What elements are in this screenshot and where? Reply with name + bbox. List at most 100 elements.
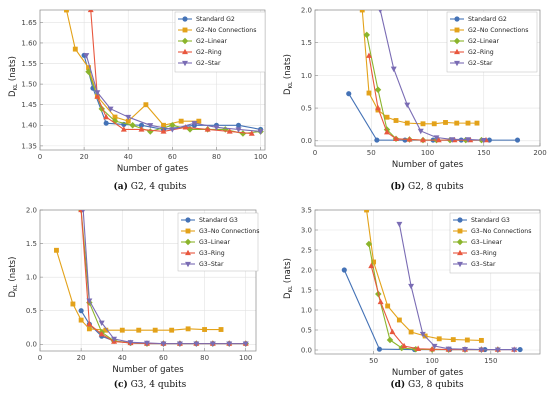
data-point-linear	[363, 31, 370, 39]
data-point-no-connections	[70, 301, 76, 307]
data-point-no-connections	[103, 327, 109, 333]
legend-entry: G3–No Connections	[471, 228, 531, 235]
y-tick-label: 1.5	[301, 286, 312, 294]
y-tick-label: 1.0	[301, 306, 312, 314]
legend-box	[449, 212, 541, 274]
data-point-standard	[517, 347, 523, 353]
legend-entry: G2–No Connections	[196, 27, 256, 34]
data-point-ring	[248, 130, 255, 136]
data-point-star	[125, 114, 132, 121]
data-point-star	[257, 129, 264, 135]
legend-entry: Standard G2	[196, 16, 235, 23]
panel-c: 0 20 40 60 80 100 0.0 0.5 1.0 1.5 2.0 Number of gat…	[8, 206, 259, 390]
data-point-ring	[204, 126, 211, 132]
x-tick-label: 50	[369, 357, 378, 365]
data-point-no-connections	[112, 114, 118, 120]
legend-entry: G3–No Connections	[199, 228, 259, 235]
data-point-linear	[129, 122, 136, 129]
legend: Standard G2 G2–No Connections G2–Linear G2–…	[174, 11, 266, 73]
data-point-no-connections	[366, 90, 372, 96]
data-point-standard	[376, 346, 383, 352]
data-point-no-connections	[196, 118, 202, 124]
x-tick-label: 150	[477, 149, 490, 157]
x-axis-label: Number of gates	[392, 160, 464, 170]
legend: Standard G2 G2–No Connections G2–Linear G2–…	[446, 11, 538, 73]
data-point-star	[419, 331, 426, 338]
x-tick-label: 150	[484, 357, 497, 365]
x-tick-label: 100	[426, 357, 439, 365]
data-point-ring	[87, 10, 94, 13]
data-point-no-connections	[218, 327, 224, 332]
data-point-no-connections	[86, 65, 91, 71]
panel-caption: (d) G3, 8 qubits	[390, 379, 464, 390]
x-tick-label: 0	[313, 149, 317, 157]
y-tick-label: 3.5	[301, 206, 312, 214]
y-tick-label: 0.5	[301, 104, 312, 112]
x-axis-label: Number of gates	[117, 164, 189, 174]
data-point-linear	[85, 68, 92, 76]
y-axis-label: DKL (nats)	[283, 54, 294, 95]
data-point-ring	[389, 328, 396, 335]
data-point-star	[390, 66, 397, 73]
x-tick-label: 100	[239, 354, 252, 362]
data-point-no-connections	[136, 327, 142, 333]
data-point-star	[111, 336, 118, 343]
panel-b: 0 50 100 150 200 0.0 0.5 1.0 1.5 2.0 Number of gat…	[283, 6, 547, 192]
series-line-standard	[348, 93, 518, 141]
legend-entry: Standard G2	[468, 16, 507, 23]
y-tick-label: 3.0	[301, 226, 312, 234]
y-tick-label: 0.5	[26, 307, 37, 315]
y-tick-label: 1.0	[301, 72, 312, 80]
data-point-star	[98, 320, 105, 327]
x-tick-label: 100	[254, 153, 267, 161]
y-tick-label: 1.50	[21, 81, 37, 89]
x-tick-label: 40	[118, 354, 127, 362]
data-point-star	[81, 210, 85, 214]
series-line-ring	[368, 55, 486, 141]
data-point-standard	[374, 137, 380, 143]
series-line-ring	[370, 265, 515, 351]
panel-caption: (a) G2, 4 qubits	[114, 181, 187, 192]
series-line-ring	[90, 10, 252, 135]
data-point-no-connections	[371, 259, 377, 265]
x-tick-label: 0	[38, 153, 42, 161]
legend-swatch-marker	[182, 48, 188, 55]
x-tick-label: 200	[533, 149, 546, 157]
data-point-star	[235, 127, 242, 133]
x-tick-label: 60	[168, 153, 177, 161]
series-line-star	[85, 55, 261, 133]
legend-swatch-marker	[456, 238, 464, 246]
legend-entry: G3–Star	[471, 261, 496, 268]
data-point-standard	[103, 120, 109, 126]
data-point-no-connections	[359, 10, 365, 13]
data-point-no-connections	[478, 337, 484, 343]
data-point-no-connections	[450, 337, 456, 343]
data-point-star	[191, 121, 198, 127]
legend-entry: G3–Ring	[471, 250, 497, 257]
data-point-ring	[401, 342, 408, 349]
legend-box	[174, 11, 266, 73]
data-point-star	[480, 137, 487, 144]
data-point-star	[445, 346, 452, 353]
data-point-star	[226, 341, 233, 347]
x-axis-label: Number of gates	[392, 368, 464, 378]
data-point-ring	[384, 129, 390, 135]
data-point-ring	[160, 128, 167, 134]
data-point-star	[107, 106, 114, 113]
data-point-no-connections	[465, 120, 471, 126]
series-line-no-connections	[55, 250, 222, 331]
data-point-no-connections	[474, 120, 480, 126]
legend-entry: Standard G3	[199, 217, 238, 224]
y-tick-label: 2.0	[301, 6, 312, 14]
data-point-star	[127, 340, 134, 346]
legend-swatch-marker	[184, 238, 192, 246]
legend-entry: G3–Linear	[199, 239, 231, 246]
legend-entry: G2–Ring	[468, 49, 494, 56]
data-point-ring	[393, 135, 399, 141]
data-point-star	[478, 347, 485, 353]
legend-swatch-marker	[457, 217, 463, 223]
legend-entry: G3–Star	[199, 261, 224, 268]
data-point-star	[396, 221, 403, 228]
series-line-standard	[83, 55, 261, 130]
